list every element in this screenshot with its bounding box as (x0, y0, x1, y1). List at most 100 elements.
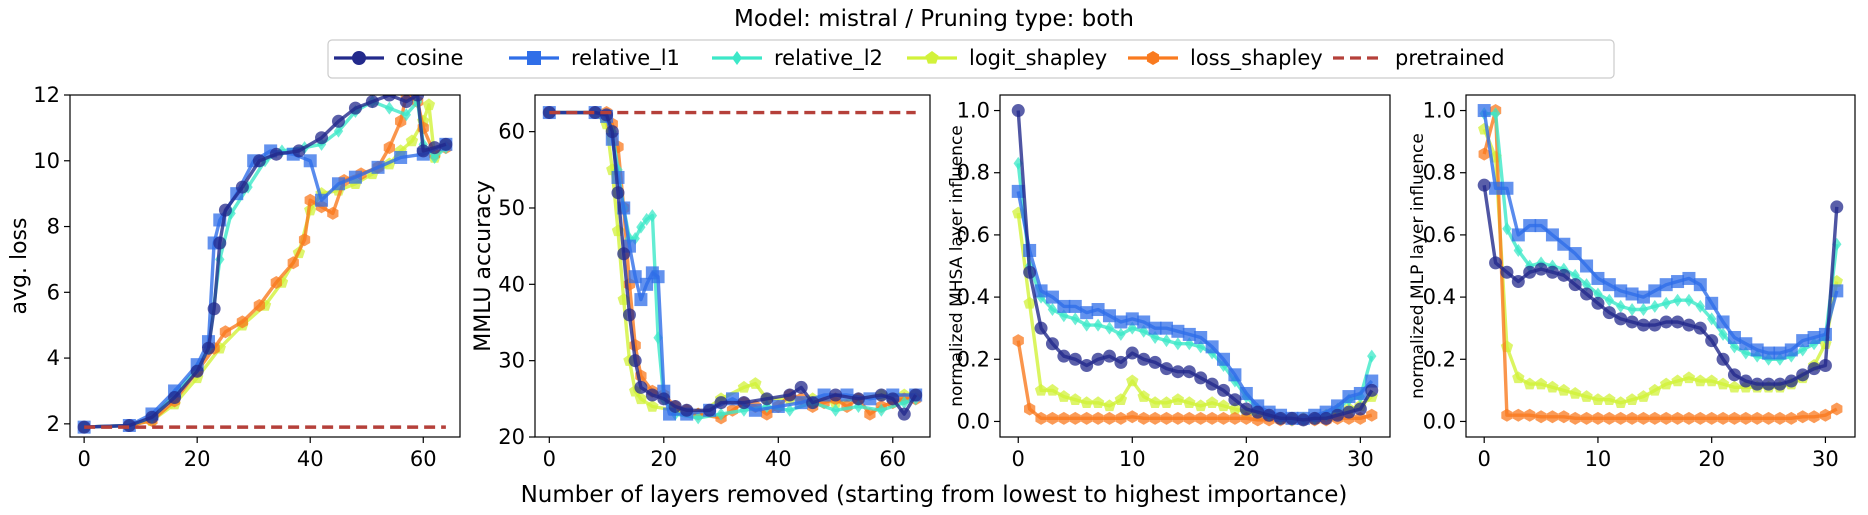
series-loss-shapley (543, 106, 922, 425)
x-tick-label: 0 (1478, 447, 1491, 471)
data-point (1557, 237, 1571, 251)
data-point (628, 270, 642, 284)
data-point (1591, 393, 1605, 405)
data-point (1545, 228, 1559, 242)
data-point (1741, 346, 1751, 360)
data-point (864, 407, 876, 421)
data-point (1205, 377, 1219, 391)
data-point (365, 95, 379, 109)
data-point (1046, 383, 1059, 396)
series-line (549, 110, 916, 416)
data-point (1217, 383, 1231, 397)
data-point (1102, 349, 1116, 363)
data-point (1523, 265, 1537, 279)
data-point (830, 403, 841, 417)
data-point (1660, 411, 1672, 425)
data-point (1182, 365, 1196, 379)
data-point (1671, 275, 1685, 289)
data-point (1569, 411, 1581, 425)
data-point (1183, 411, 1195, 425)
data-point (1750, 343, 1764, 357)
data-point (1034, 284, 1048, 298)
data-point (327, 206, 339, 220)
series-line (549, 110, 916, 416)
data-point (1682, 271, 1696, 285)
data-point (1365, 383, 1379, 397)
series-line (84, 142, 447, 429)
data-point (1818, 327, 1832, 341)
data-point (1477, 178, 1491, 192)
data-point (1603, 411, 1615, 425)
legend: cosine relative_l1 relative_l2 logit_shaple… (327, 39, 1615, 79)
data-point (1160, 396, 1173, 409)
data-point (1739, 374, 1753, 388)
data-point (760, 392, 774, 406)
data-point (1070, 312, 1080, 326)
data-point (1034, 383, 1048, 396)
data-point (1534, 262, 1548, 276)
data-point (1228, 368, 1242, 382)
plot-area (1477, 104, 1844, 425)
data-point (236, 315, 249, 329)
data-point (1149, 411, 1161, 425)
data-point (1695, 299, 1705, 313)
x-tick-label: 60 (410, 447, 437, 471)
data-point (600, 108, 614, 122)
y-axis-label: MMLU accuracy (471, 180, 496, 351)
data-point (1523, 377, 1536, 390)
data-point (646, 399, 659, 412)
data-point (1784, 374, 1798, 388)
y-tick-label: 20 (498, 425, 525, 449)
x-tick-label: 40 (765, 447, 792, 471)
data-point (1161, 334, 1172, 348)
data-point (1091, 303, 1105, 317)
data-point (1137, 390, 1150, 402)
y-tick-label: 60 (498, 120, 525, 144)
data-point (1693, 278, 1707, 292)
data-point (1011, 104, 1025, 118)
data-point (331, 177, 345, 191)
data-point (1762, 411, 1775, 425)
data-point (145, 410, 159, 424)
series-relative-l1 (1477, 104, 1844, 360)
data-point (1625, 287, 1639, 301)
data-point (1296, 413, 1310, 427)
y-tick-label: 10 (33, 149, 60, 173)
x-tick-label: 20 (650, 447, 677, 471)
data-point (1580, 287, 1594, 301)
legend-marker (352, 51, 366, 65)
data-point (270, 275, 282, 289)
data-point (1648, 318, 1662, 332)
data-point (1707, 312, 1717, 326)
data-point (1718, 327, 1728, 341)
data-point (1011, 184, 1025, 198)
panel-4: 0 10 20 30 0.0 0.2 0.4 0.6 0.8 1.0 normalized MLP … (1408, 94, 1856, 471)
data-point (1171, 393, 1185, 405)
data-point (1591, 296, 1605, 310)
data-point (1648, 284, 1662, 298)
data-point (1512, 408, 1524, 422)
data-point (1160, 411, 1173, 425)
data-point (1195, 411, 1207, 425)
data-point (1103, 411, 1116, 425)
data-point (1615, 411, 1627, 425)
data-point (1116, 327, 1126, 341)
data-point (1784, 343, 1798, 357)
data-point (1148, 396, 1162, 409)
data-point (235, 180, 249, 194)
data-point (1693, 321, 1707, 335)
data-point (1319, 411, 1333, 425)
data-point (1183, 396, 1196, 409)
data-point (1682, 318, 1696, 332)
data-point (1716, 352, 1730, 366)
data-point (749, 377, 762, 389)
series-cosine (1011, 104, 1379, 427)
data-point (429, 150, 440, 164)
data-point (292, 144, 306, 158)
data-point (304, 193, 316, 207)
data-point (1058, 411, 1070, 425)
data-point (401, 108, 411, 122)
y-tick-label: 8 (47, 215, 60, 239)
plot-area (542, 106, 923, 425)
